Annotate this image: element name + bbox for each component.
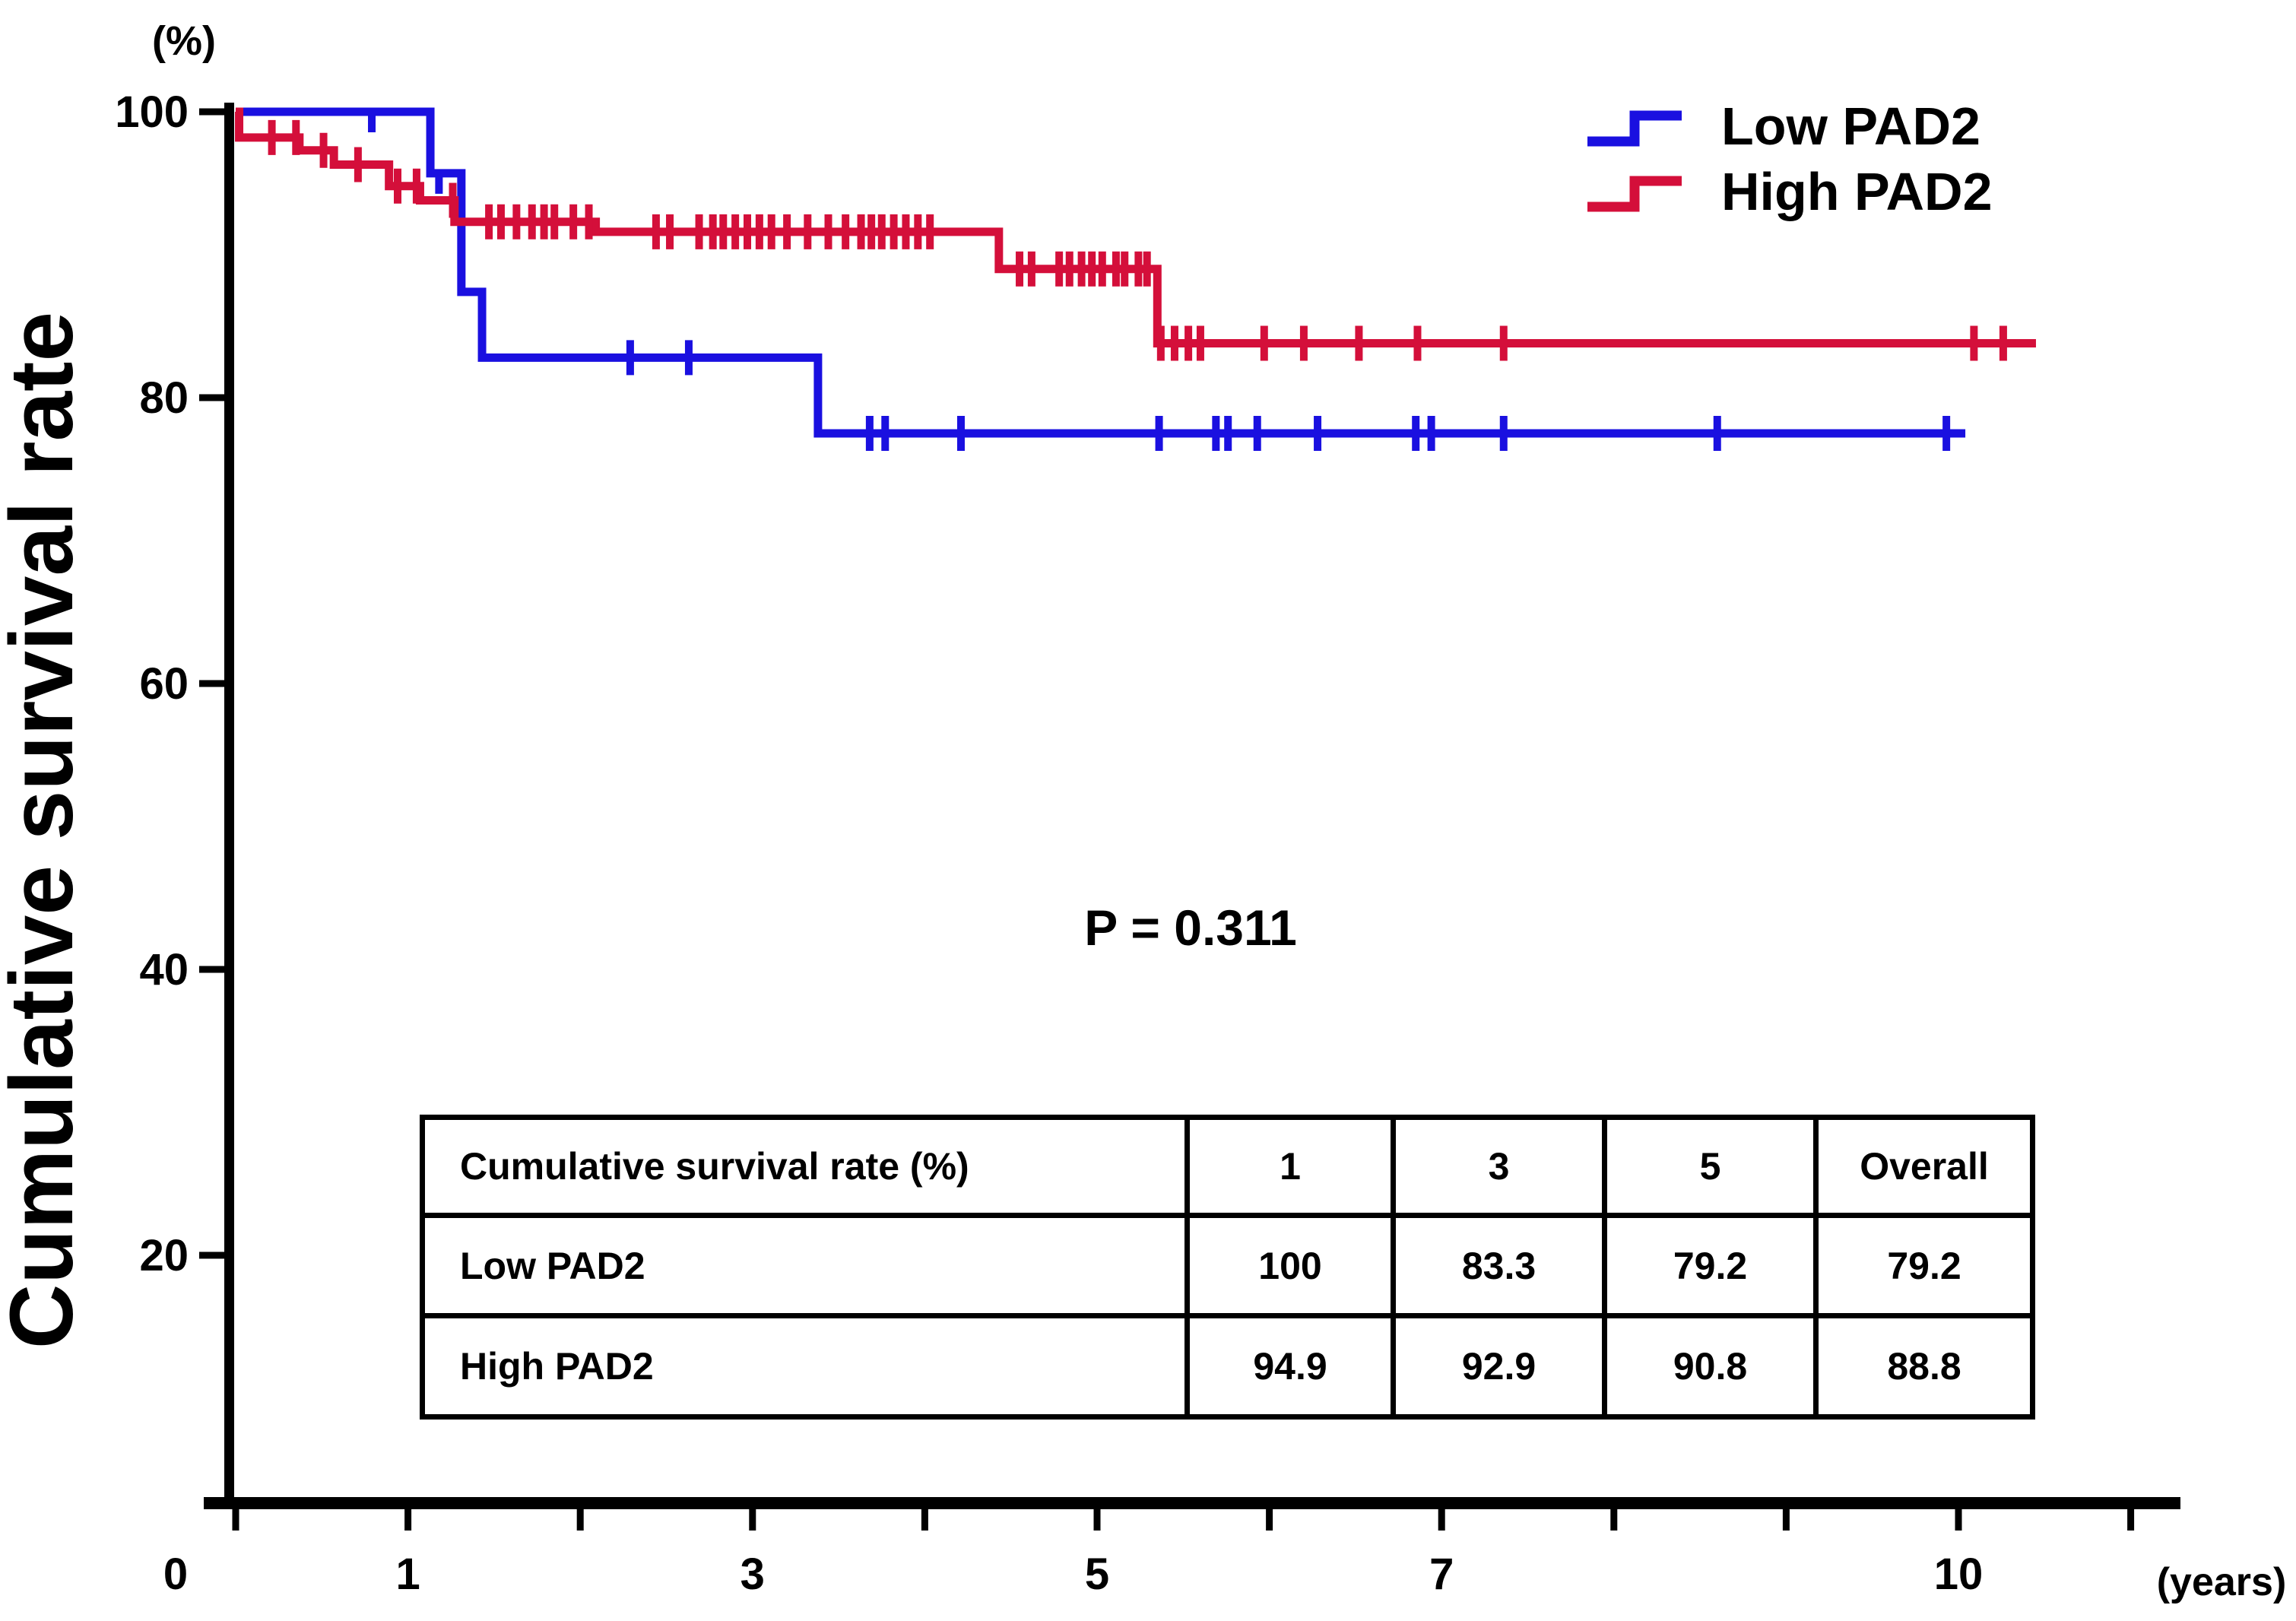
survival-rate-table: Cumulative survival rate (%) 1 3 5 Overa… (420, 1115, 2035, 1420)
table-header-year3: 3 (1391, 1115, 1607, 1218)
high-pad2-year1: 94.9 (1184, 1313, 1396, 1420)
legend: Low PAD2 High PAD2 (1587, 97, 1993, 221)
legend-label-low-pad2: Low PAD2 (1721, 97, 1980, 156)
table-header-year1: 1 (1184, 1115, 1396, 1218)
high-pad2-year5: 90.8 (1602, 1313, 1819, 1420)
x-tick-label: 7 (1429, 1550, 1454, 1599)
low-pad2-overall: 79.2 (1813, 1213, 2035, 1318)
y-axis-title: Cumulative survival rate (0, 312, 92, 1349)
y-axis-unit-label: (%) (152, 18, 216, 64)
row-label-high-pad2: High PAD2 (420, 1313, 1190, 1420)
p-value-annotation: P = 0.311 (1084, 899, 1297, 956)
x-tick-label: 10 (1934, 1550, 1984, 1599)
table-row-high-pad2: High PAD2 94.9 92.9 90.8 88.8 (420, 1313, 2035, 1420)
legend-step-symbol-high-pad2 (1587, 176, 1682, 212)
legend-label-high-pad2: High PAD2 (1721, 162, 1993, 221)
row-label-low-pad2: Low PAD2 (420, 1213, 1190, 1318)
low-pad2-year5: 79.2 (1602, 1213, 1819, 1318)
low-pad2-year3: 83.3 (1391, 1213, 1607, 1318)
y-tick-label: 60 (139, 659, 189, 709)
survival-curve-low-pad2 (236, 107, 1966, 438)
table-header-overall: Overall (1813, 1115, 2035, 1218)
x-tick-label: 3 (740, 1550, 765, 1599)
y-tick-label: 100 (115, 87, 189, 137)
table-header-year5: 5 (1602, 1115, 1819, 1218)
x-tick-label: 1 (395, 1550, 420, 1599)
y-tick-label: 80 (139, 373, 189, 423)
x-axis-unit-label: (years) (2157, 1560, 2287, 1604)
x-tick-label: 5 (1085, 1550, 1109, 1599)
table-header-title: Cumulative survival rate (%) (420, 1115, 1190, 1218)
y-axis-line (224, 103, 234, 1509)
table-header-row: Cumulative survival rate (%) 1 3 5 Overa… (420, 1115, 2035, 1218)
x-axis-line (204, 1497, 2180, 1509)
table-row-low-pad2: Low PAD2 100 83.3 79.2 79.2 (420, 1213, 2035, 1318)
low-pad2-year1: 100 (1184, 1213, 1396, 1318)
high-pad2-year3: 92.9 (1391, 1313, 1607, 1420)
legend-step-symbol-low-pad2 (1587, 110, 1682, 147)
y-tick-label: 40 (139, 945, 189, 994)
y-tick-label: 20 (139, 1231, 189, 1280)
high-pad2-overall: 88.8 (1813, 1313, 2035, 1420)
x-tick-label: 0 (163, 1550, 188, 1599)
